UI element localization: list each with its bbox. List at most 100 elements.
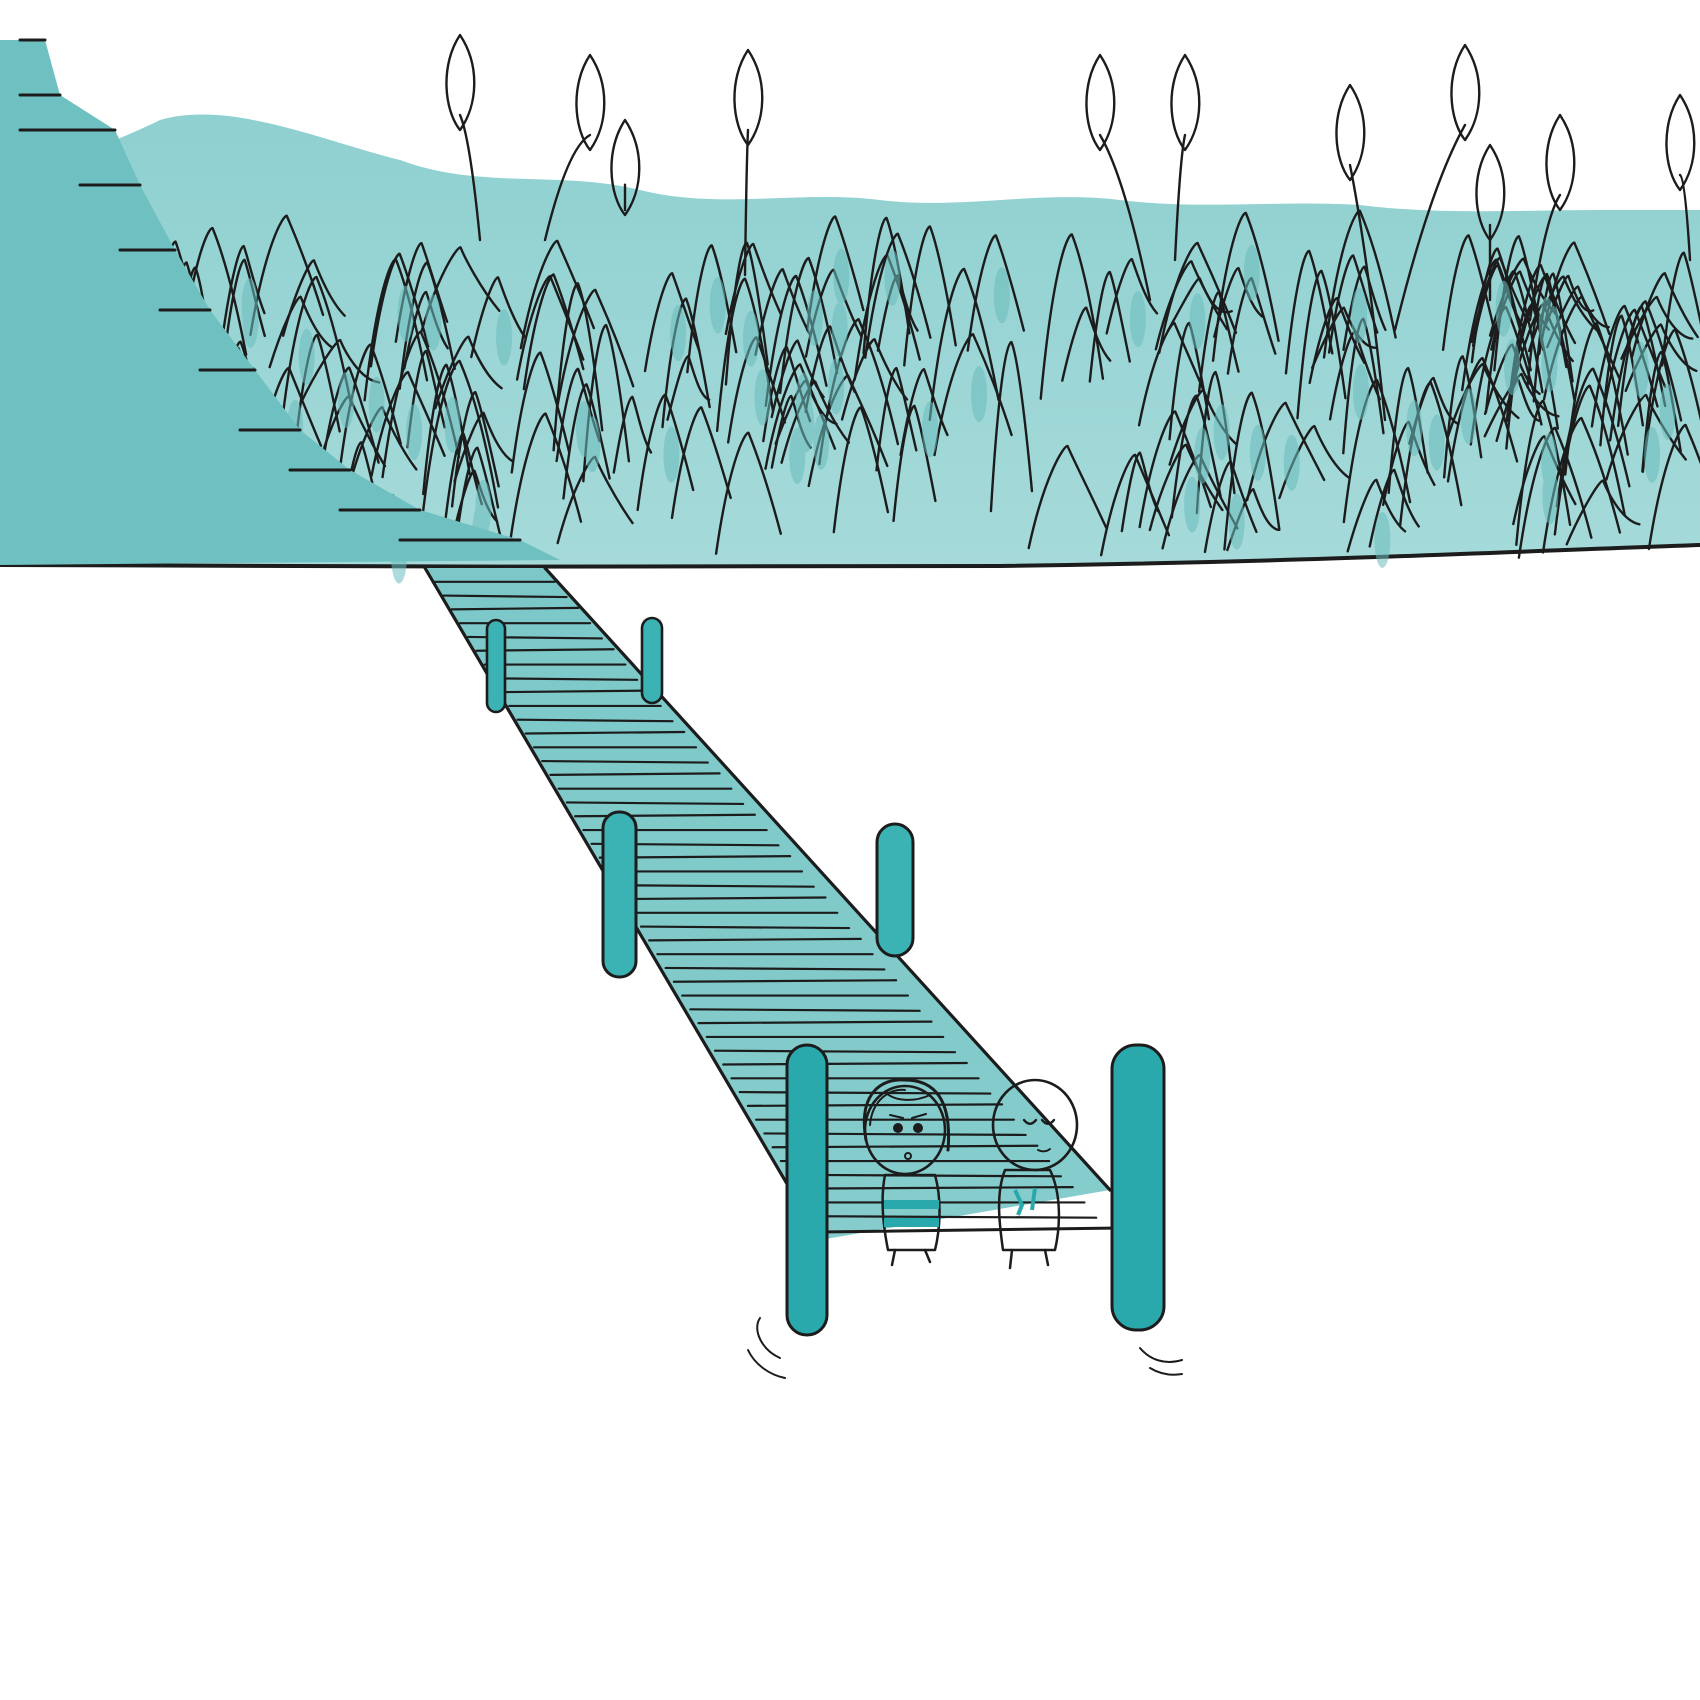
reed-shadow	[1541, 432, 1558, 489]
reed-leaf	[1211, 211, 1280, 362]
reed-leaf	[1441, 234, 1496, 352]
pier-plank	[549, 772, 721, 776]
reed-shadow	[1283, 434, 1300, 491]
reed-shadow	[496, 309, 513, 366]
reed-shadow	[298, 328, 315, 385]
reed-leaf	[221, 244, 266, 335]
reed-shadow	[754, 369, 771, 426]
reed-leaf	[450, 390, 500, 508]
reed-leaf	[1446, 356, 1519, 483]
reed-leaf	[1541, 416, 1622, 554]
pier-plank	[697, 1020, 933, 1025]
reed-leaf	[1483, 372, 1560, 438]
reed-shadow	[1243, 244, 1260, 301]
reed-shadow	[831, 301, 848, 358]
cattail-head	[1450, 43, 1481, 142]
pier-plank	[499, 689, 651, 694]
reed-shadow	[806, 290, 823, 347]
child-girl	[862, 1078, 951, 1267]
reed-shadow	[709, 277, 726, 334]
pier-plank	[524, 730, 686, 735]
reed-leaf	[661, 297, 711, 429]
pier-plank	[713, 1049, 957, 1054]
reed-leaf	[434, 335, 503, 410]
reed-leaf	[778, 256, 839, 395]
reed-shadow	[242, 291, 259, 348]
cattail-stalk	[1393, 123, 1467, 332]
pier-plank	[623, 896, 827, 901]
reed-leaf	[552, 282, 604, 452]
reed-shadow	[1194, 427, 1211, 484]
pier-plank	[672, 979, 898, 983]
reed-leaf	[1342, 265, 1387, 352]
cattail-head	[1335, 83, 1366, 182]
reed-leaf	[1647, 423, 1700, 551]
post-back-right	[640, 616, 664, 705]
mooring-posts	[485, 616, 1166, 1337]
reed-shadow	[670, 305, 687, 362]
cattail-head	[1085, 53, 1116, 152]
reed-leaf	[1515, 399, 1572, 547]
reed-leaf	[928, 267, 1000, 421]
reed-leaf	[1327, 254, 1379, 354]
reed-leaf	[381, 330, 461, 479]
pier-plank	[648, 937, 862, 942]
post-mid-right	[875, 822, 915, 958]
reed-shadow	[1460, 388, 1477, 445]
reed-leaf	[933, 332, 1013, 457]
reed-leaf	[1296, 269, 1347, 420]
post-back-left	[485, 618, 507, 714]
reed-leaf	[840, 338, 909, 421]
reed-leaf	[724, 241, 769, 386]
reed-leaf	[754, 268, 812, 356]
cattail-head	[575, 53, 606, 152]
reed-leaf	[1555, 367, 1631, 508]
reed-leaf	[1223, 391, 1281, 551]
reed-leaf	[832, 406, 890, 534]
reed-shadow	[663, 426, 680, 483]
reed-shadow	[1129, 291, 1146, 348]
reed-leaf	[804, 325, 856, 414]
reed-leaf	[1105, 257, 1159, 335]
reed-leaf	[780, 380, 851, 464]
reed-leaf	[281, 259, 346, 337]
reed-leaf	[556, 288, 635, 408]
reed-leaf	[1061, 306, 1112, 382]
reed-shadow	[338, 372, 355, 429]
child-boy	[991, 1078, 1079, 1270]
reed-leaf	[420, 246, 501, 332]
reed-leaf	[453, 411, 514, 483]
pier-plank	[639, 925, 851, 930]
reed-shadow	[1428, 414, 1445, 471]
water-ripples	[747, 1317, 1183, 1379]
cattail-stalk	[1098, 133, 1152, 302]
cattail-head	[445, 33, 476, 132]
reed-shadow	[789, 427, 806, 484]
post-front-right	[1110, 1043, 1166, 1332]
cattail-stalk	[543, 133, 592, 242]
reed-leaf	[1564, 321, 1629, 476]
reed-shadow	[1406, 400, 1423, 457]
reed-leaf	[1322, 209, 1397, 359]
reed-leaf	[1308, 296, 1366, 385]
reed-leaf	[864, 232, 932, 359]
reed-leaf	[966, 234, 1026, 352]
reed-leaf	[1099, 453, 1171, 557]
reed-leaf	[1608, 300, 1683, 442]
reed-shadow	[444, 396, 461, 453]
cattail-head	[1545, 113, 1576, 212]
reed-leaf	[899, 368, 949, 457]
post-front-left	[785, 1043, 829, 1337]
reed-shadow	[1632, 341, 1649, 398]
reed-shadow	[884, 249, 901, 306]
reed-leaf	[1630, 272, 1699, 359]
pier-plank	[689, 1008, 921, 1012]
reed-leaf	[1284, 249, 1334, 375]
reed-leaf	[1039, 233, 1105, 400]
reed-leaf	[1346, 478, 1407, 553]
reed-leaf	[1515, 275, 1577, 365]
reed-shadow	[795, 372, 812, 429]
reed-leaf	[903, 225, 957, 367]
reed-leaf	[1461, 258, 1532, 392]
pier-plank	[796, 1186, 1074, 1190]
